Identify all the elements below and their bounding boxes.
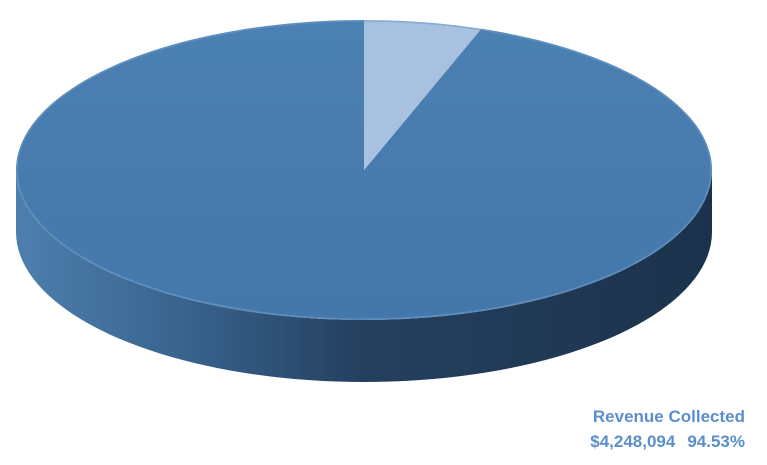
pie-slice-remaining (364, 20, 482, 170)
big-slice-side-right (364, 170, 712, 382)
slice-value-line: $4,248,094 94.53% (590, 429, 745, 454)
big-slice-side-left (16, 170, 364, 382)
pie-slice-revenue-collected (16, 20, 713, 320)
slice-percent: 94.53% (687, 432, 745, 451)
slice-label: Revenue Collected (592, 407, 745, 426)
pie-rim-highlight (16, 20, 712, 320)
revenue-collected-data-label: Revenue Collected $4,248,094 94.53% (590, 404, 745, 454)
slice-value: $4,248,094 (590, 432, 676, 451)
